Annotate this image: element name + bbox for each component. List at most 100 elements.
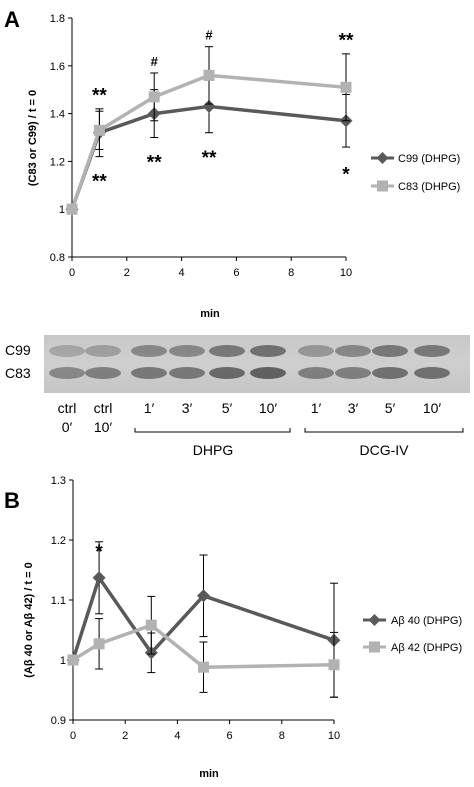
- chart-a-significance-mark: **: [92, 86, 107, 107]
- legend-marker-abeta42: [369, 641, 380, 653]
- panel-b-letter: B: [4, 488, 20, 513]
- blot-band-lower: [414, 367, 450, 379]
- blot-band-lower: [85, 367, 121, 379]
- chart-b-ytick-label: 1.1: [51, 595, 66, 607]
- chart-b-significance-mark: *: [95, 542, 103, 563]
- chart-a-series-0-point: [202, 99, 216, 113]
- chart-a-xtick-label: 10: [340, 267, 352, 279]
- chart-b-xlabel: min: [199, 768, 219, 780]
- blot-band-upper: [372, 345, 408, 357]
- chart-b-xtick-label: 10: [328, 730, 340, 742]
- chart-b-ylabel: (Aβ 40 or Aβ 42) / t = 0: [23, 562, 35, 677]
- chart-a-xtick-label: 6: [233, 267, 239, 279]
- chart-a-xtick-label: 4: [179, 267, 185, 279]
- blot-band-lower: [131, 367, 167, 379]
- blot-band-lower: [250, 367, 286, 379]
- chart-a-series-1-point: [340, 81, 352, 93]
- blot-lane-label: 1′: [311, 400, 322, 416]
- blot-band-upper: [85, 345, 121, 357]
- blot-band-upper: [298, 345, 334, 357]
- chart-a-xtick-label: 2: [124, 267, 130, 279]
- blot-band-upper: [335, 345, 371, 357]
- chart-a-significance-mark: *: [342, 165, 350, 186]
- chart-b-ytick-label: 1.3: [51, 475, 66, 487]
- chart-b-xtick-label: 8: [279, 730, 285, 742]
- chart-a-ytick-label: 1.4: [50, 109, 65, 121]
- blot-lane-label: 5′: [222, 400, 233, 416]
- blot-band-lower: [169, 367, 205, 379]
- chart-a-significance-mark: **: [147, 153, 162, 174]
- chart-a-ytick-label: 1: [59, 204, 65, 216]
- chart-a-series-1-point: [203, 69, 215, 81]
- blot-band-lower: [49, 367, 85, 379]
- blot-lane-label-time: 0′: [62, 419, 73, 435]
- blot-lane-label: 10′: [423, 400, 442, 416]
- chart-b-legend: Aβ 40 (DHPG) Aβ 42 (DHPG): [363, 614, 462, 654]
- blot-lane-label: 10′: [259, 400, 278, 416]
- chart-b-ytick-label: 1.2: [51, 535, 66, 547]
- blot-band-lower: [335, 367, 371, 379]
- chart-a-ytick-label: 1.6: [50, 61, 65, 73]
- chart-b-series-1-point: [93, 638, 105, 650]
- blot-band-upper: [209, 345, 245, 357]
- chart-b-ytick-label: 1: [60, 655, 66, 667]
- chart-a-legend: C99 (DHPG) C83 (DHPG): [371, 152, 460, 193]
- blot-membrane: [44, 335, 470, 393]
- chart-a-significance-mark: **: [339, 31, 354, 52]
- legend-label-abeta40: Aβ 40 (DHPG): [391, 615, 462, 627]
- chart-a-significance-mark: #: [151, 54, 159, 69]
- blot-lane-label: 5′: [385, 400, 396, 416]
- dhpg-bracket: [134, 428, 291, 433]
- chart-b-series-1-point: [198, 661, 209, 673]
- chart-b-series-1-point: [145, 619, 157, 631]
- chart-a-significance-mark: **: [202, 148, 217, 169]
- blot-band-lower: [372, 367, 408, 379]
- chart-a-significance-mark: **: [92, 172, 107, 193]
- chart-a-xtick-label: 0: [69, 267, 75, 279]
- chart-b: (Aβ 40 or Aβ 42) / t = 0 min Aβ 40 (DHPG…: [23, 475, 462, 780]
- chart-a-xtick-label: 8: [288, 267, 294, 279]
- chart-a-ytick-label: 1.2: [50, 156, 65, 168]
- chart-b-xtick-label: 4: [174, 730, 180, 742]
- band-label-c99: C99: [5, 342, 31, 358]
- blot-band-lower: [298, 367, 334, 379]
- blot-lane-label: 3′: [182, 400, 193, 416]
- chart-a-ytick-label: 0.8: [50, 252, 65, 264]
- chart-b-xtick-label: 0: [70, 730, 76, 742]
- panel-a-letter: A: [4, 7, 20, 32]
- chart-b-series-0-point: [92, 571, 106, 585]
- blot-lane-label: ctrl: [58, 400, 77, 416]
- legend-marker-c99: [376, 152, 389, 164]
- blot-band-upper: [131, 345, 167, 357]
- chart-a-significance-mark: #: [205, 28, 213, 43]
- chart-a: (C83 or C99) / t = 0 min C99 (DHPG) C83 …: [27, 13, 460, 320]
- chart-b-series-0-point: [197, 589, 210, 603]
- legend-marker-c83: [377, 180, 388, 192]
- blot-band-upper: [414, 345, 450, 357]
- chart-a-ylabel: (C83 or C99) / t = 0: [27, 90, 39, 186]
- blot-band-upper: [250, 345, 286, 357]
- chart-a-xlabel: min: [200, 308, 220, 320]
- blot-lane-label-time: 10′: [94, 419, 113, 435]
- chart-b-ytick-label: 0.9: [51, 715, 66, 727]
- legend-marker-abeta40: [368, 614, 381, 626]
- legend-label-c83: C83 (DHPG): [398, 181, 460, 193]
- group-label-dcg-iv: DCG-IV: [360, 442, 410, 458]
- legend-label-abeta42: Aβ 42 (DHPG): [391, 642, 462, 654]
- blot-lane-label: 1′: [144, 400, 155, 416]
- band-label-c83: C83: [5, 365, 31, 381]
- blot-band-upper: [49, 345, 85, 357]
- blot-band-lower: [209, 367, 245, 379]
- chart-a-ytick-label: 1.8: [50, 13, 65, 25]
- chart-b-series-1-point: [67, 654, 79, 666]
- legend-label-c99: C99 (DHPG): [398, 153, 460, 165]
- blot-lanes: [49, 345, 450, 379]
- blot-band-upper: [169, 345, 205, 357]
- chart-a-series-1-point: [66, 203, 78, 215]
- chart-a-series-1-point: [148, 91, 160, 103]
- blot-lane-label: ctrl: [94, 400, 113, 416]
- blot-lane-label: 3′: [348, 400, 359, 416]
- chart-b-series-1-point: [328, 659, 340, 671]
